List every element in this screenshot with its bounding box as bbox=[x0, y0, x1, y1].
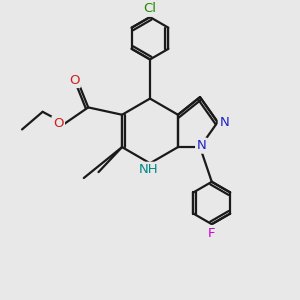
Text: F: F bbox=[208, 226, 215, 239]
Text: NH: NH bbox=[139, 163, 158, 176]
Text: O: O bbox=[53, 117, 64, 130]
Text: Cl: Cl bbox=[143, 2, 157, 15]
Text: N: N bbox=[196, 139, 206, 152]
Text: O: O bbox=[69, 74, 79, 86]
Text: N: N bbox=[219, 116, 229, 129]
